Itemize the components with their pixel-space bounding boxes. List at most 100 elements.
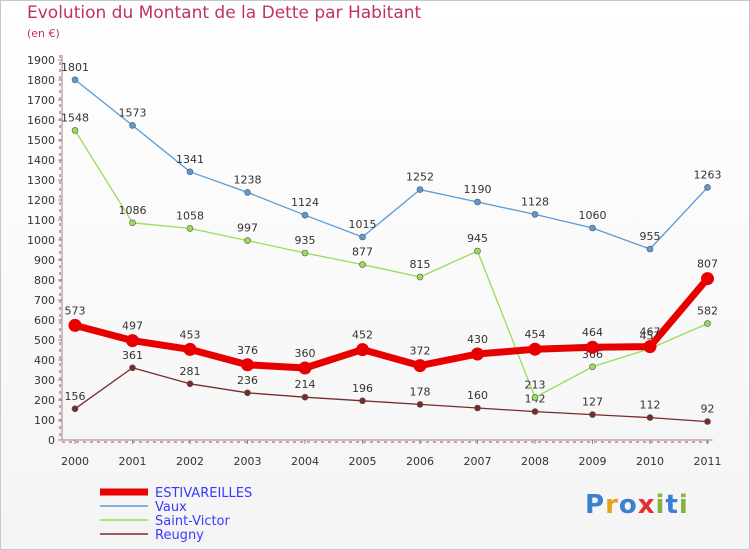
y-tick-label: 1100: [27, 214, 55, 227]
data-label: 1801: [61, 61, 89, 74]
data-label: 1060: [579, 209, 607, 222]
legend-label: Reugny: [155, 528, 204, 543]
data-label: 1341: [176, 153, 204, 166]
y-tick-label: 700: [34, 294, 55, 307]
chart-subtitle: (en €): [27, 27, 60, 40]
logo-letter: P: [585, 490, 606, 520]
y-tick-label: 1200: [27, 194, 55, 207]
y-tick-label: 600: [34, 314, 55, 327]
data-point: [356, 343, 369, 357]
legend-label: Vaux: [155, 500, 187, 515]
y-tick-label: 1600: [27, 114, 55, 127]
y-tick-label: 1400: [27, 154, 55, 167]
data-point: [531, 408, 539, 415]
data-label: 467: [640, 326, 661, 339]
data-label: 582: [697, 305, 718, 318]
data-label: 453: [180, 328, 201, 341]
x-tick-label: 2005: [349, 455, 377, 468]
data-label: 1086: [119, 204, 147, 217]
data-label: 997: [237, 222, 258, 235]
data-label: 497: [122, 320, 143, 333]
data-label: 430: [467, 333, 488, 346]
data-point: [471, 347, 484, 361]
data-point: [186, 168, 194, 176]
data-label: 376: [237, 344, 258, 357]
data-label: 361: [122, 349, 143, 362]
y-tick-label: 300: [34, 374, 55, 387]
x-tick-label: 2001: [119, 455, 147, 468]
data-point: [183, 342, 197, 356]
data-point: [474, 198, 481, 206]
data-label: 1548: [61, 111, 89, 124]
data-label: 281: [180, 365, 201, 378]
data-point: [359, 233, 366, 241]
data-label: 196: [352, 382, 373, 395]
data-label: 1058: [176, 209, 204, 222]
data-label: 366: [582, 348, 603, 361]
data-point: [301, 249, 309, 257]
x-tick-label: 2007: [464, 455, 492, 468]
proxiti-logo: Proxiti: [585, 490, 689, 520]
y-tick-label: 1300: [27, 174, 55, 187]
series-line-reugny: [74, 367, 708, 423]
data-point: [528, 342, 542, 356]
series-line-vaux: [74, 79, 708, 250]
y-tick-label: 1800: [27, 74, 55, 87]
data-label: 1238: [234, 173, 262, 186]
data-point: [531, 211, 539, 218]
data-label: 213: [525, 378, 546, 391]
data-point: [241, 358, 254, 372]
data-point: [701, 272, 714, 286]
data-label: 955: [640, 230, 661, 243]
data-point: [704, 320, 711, 327]
data-point: [416, 186, 424, 193]
series-line-estivareilles: [74, 276, 711, 372]
data-point: [301, 211, 309, 219]
logo-letter: i: [655, 490, 666, 520]
data-point: [474, 247, 481, 255]
data-label: 1190: [464, 183, 492, 196]
data-label: 160: [467, 389, 488, 402]
data-label: 452: [352, 329, 373, 342]
data-label: 815: [410, 258, 431, 271]
logo-letter: t: [665, 490, 679, 520]
data-point: [68, 318, 82, 332]
data-label: 178: [410, 385, 431, 398]
y-tick-label: 0: [48, 434, 55, 447]
y-tick-label: 100: [34, 414, 55, 427]
data-point: [126, 334, 139, 348]
data-label: 1263: [694, 168, 722, 181]
logo-letter: o: [618, 490, 638, 520]
data-label: 935: [295, 234, 316, 247]
x-tick-label: 2000: [61, 455, 89, 468]
data-point: [129, 219, 136, 227]
data-label: 372: [410, 345, 431, 358]
data-point: [646, 414, 654, 421]
data-point: [704, 184, 711, 191]
y-tick-label: 900: [34, 254, 55, 267]
chart-title: Evolution du Montant de la Dette par Hab…: [27, 3, 422, 23]
y-tick-label: 1500: [27, 134, 55, 147]
data-label: 127: [582, 396, 603, 409]
x-tick-label: 2004: [291, 455, 319, 468]
data-point: [129, 364, 136, 372]
data-point: [704, 418, 711, 425]
data-label: 92: [701, 403, 715, 416]
data-label: 464: [582, 326, 603, 339]
y-tick-label: 1900: [27, 54, 55, 67]
data-label: 877: [352, 246, 373, 259]
legend-label: Saint-Victor: [155, 514, 231, 529]
data-point: [129, 122, 136, 129]
data-point: [474, 404, 481, 412]
y-tick-label: 400: [34, 354, 55, 367]
data-point: [244, 237, 251, 244]
data-label: 454: [525, 328, 546, 341]
data-point: [586, 340, 599, 354]
data-point: [643, 340, 657, 354]
data-point: [71, 127, 79, 134]
x-tick-label: 2008: [521, 455, 549, 468]
data-label: 214: [295, 378, 316, 391]
y-tick-label: 500: [34, 334, 55, 347]
data-label: 156: [65, 390, 86, 403]
